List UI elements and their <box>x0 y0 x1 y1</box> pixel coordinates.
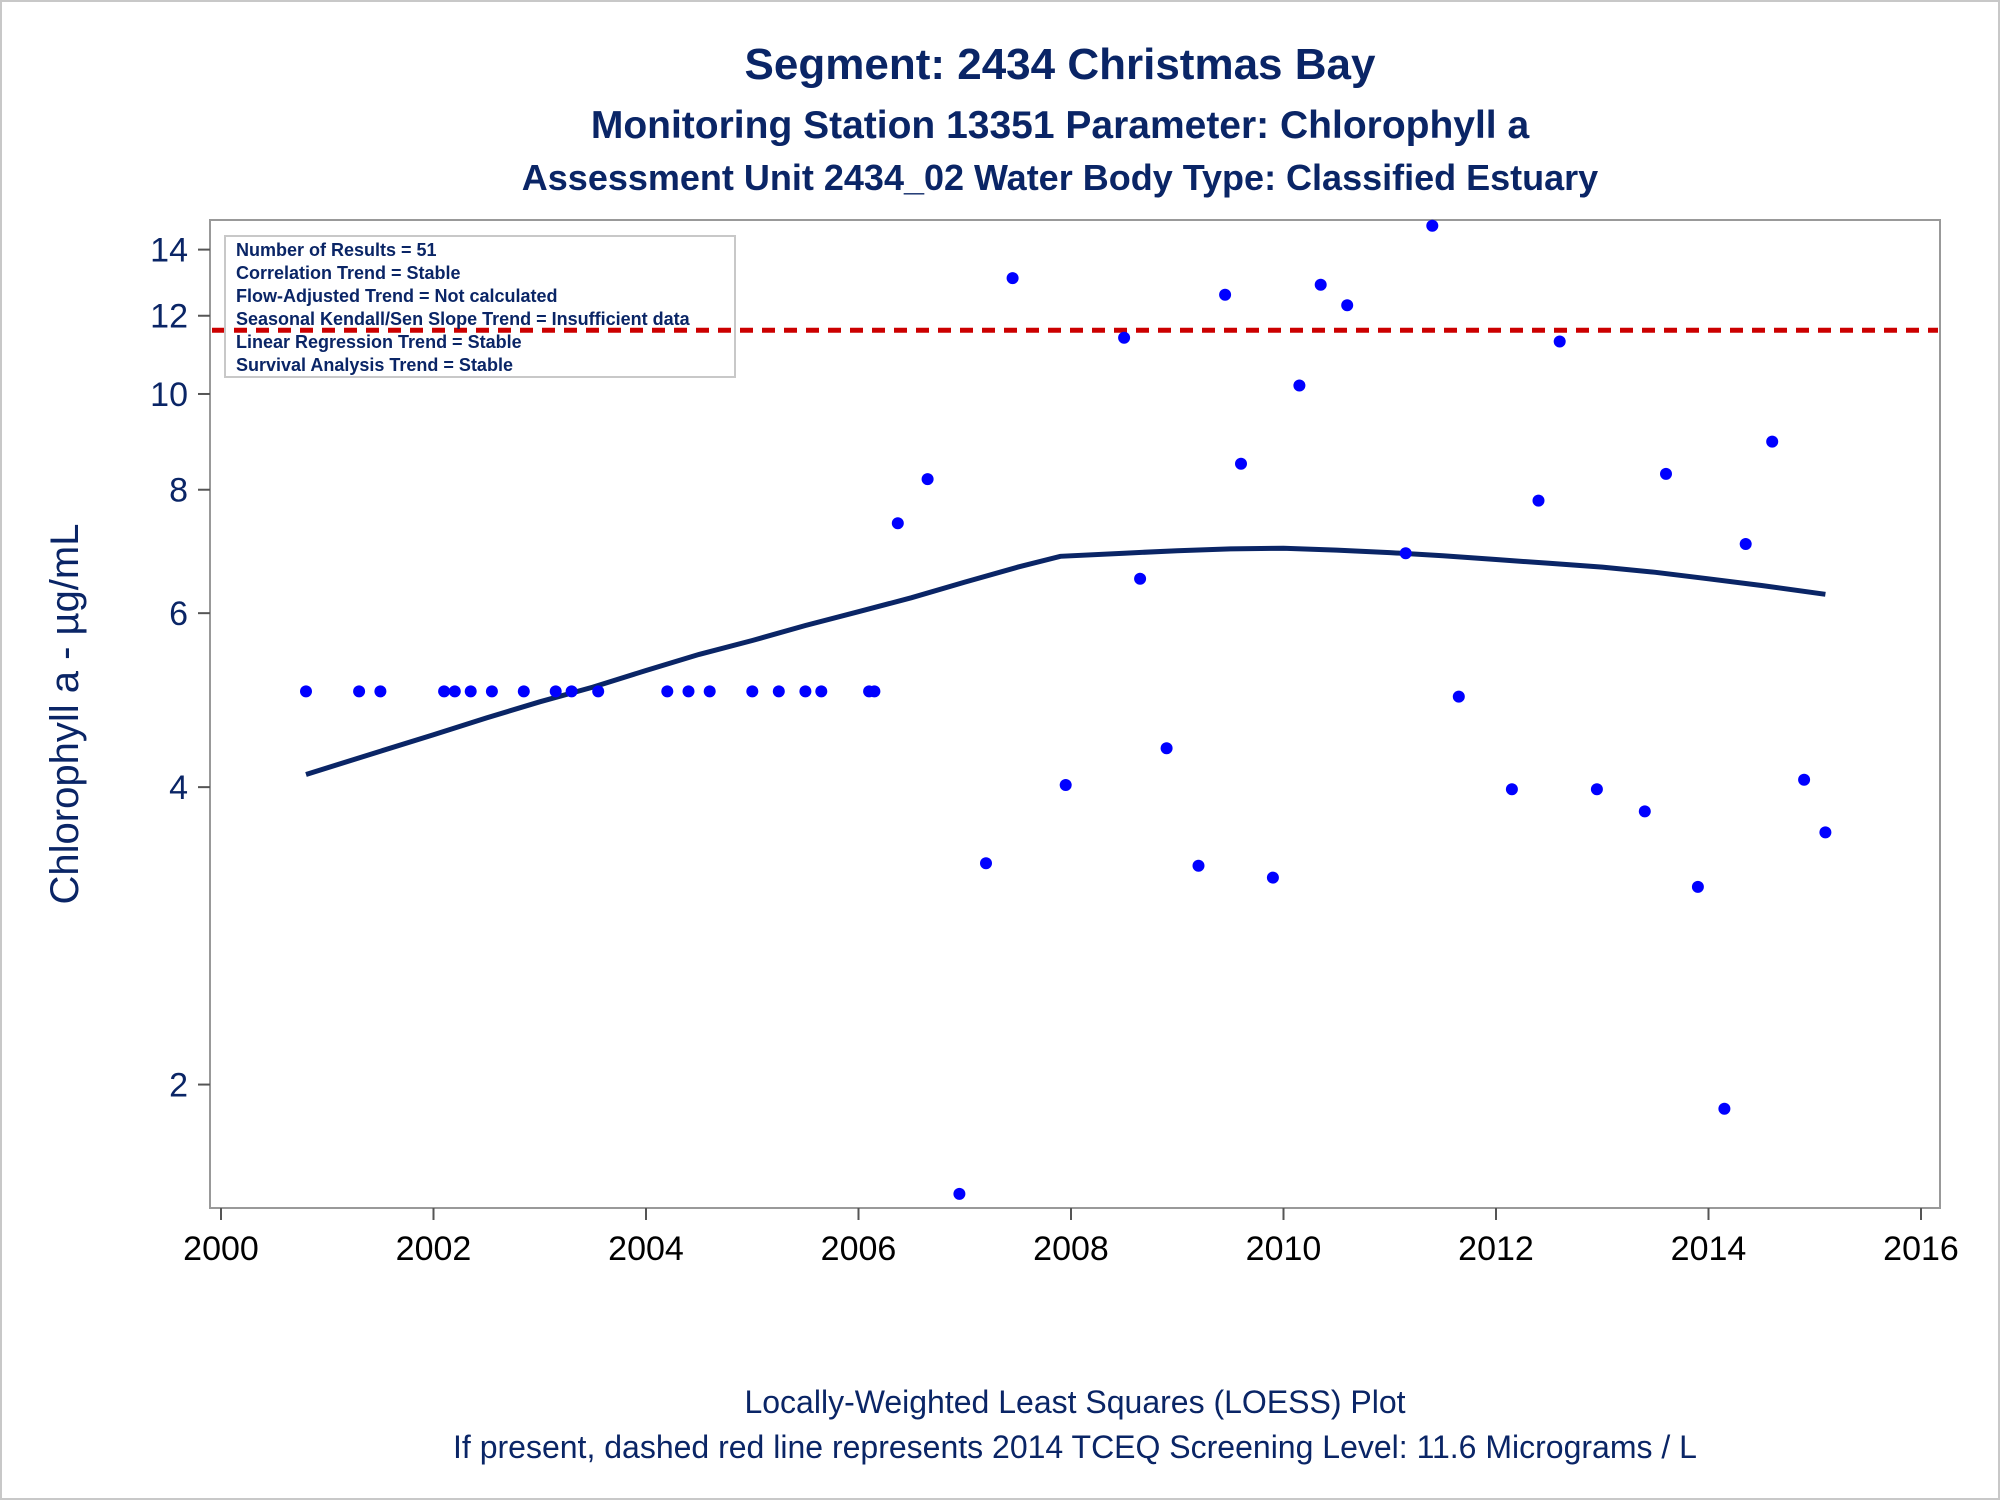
data-point <box>374 685 387 698</box>
data-point <box>565 685 578 698</box>
data-point <box>300 685 312 698</box>
data-point <box>1638 805 1651 818</box>
y-tick-label: 4 <box>169 769 188 807</box>
data-point <box>1160 742 1173 755</box>
data-point <box>1341 299 1354 312</box>
data-point <box>1314 278 1327 291</box>
stats-line-correlation: Correlation Trend = Stable <box>236 263 461 283</box>
data-point <box>1798 773 1811 786</box>
x-tick-label: 2016 <box>1883 1230 1959 1268</box>
y-tick-label: 8 <box>169 472 188 510</box>
plot-frame <box>209 219 1941 1209</box>
data-point <box>1118 331 1131 344</box>
stats-line-survival: Survival Analysis Trend = Stable <box>236 355 513 375</box>
data-point <box>353 685 366 698</box>
data-point <box>1006 272 1019 285</box>
data-point <box>1219 288 1232 301</box>
data-point <box>1059 779 1072 791</box>
chart-subtitle-2: Assessment Unit 2434_02 Water Body Type:… <box>522 157 1598 198</box>
data-point <box>1426 219 1439 232</box>
stats-line-flow-adjusted: Flow-Adjusted Trend = Not calculated <box>236 286 558 306</box>
x-tick-label: 2000 <box>183 1230 259 1268</box>
data-point <box>1452 690 1465 703</box>
data-point <box>464 685 477 698</box>
y-tick-label: 12 <box>150 298 188 336</box>
data-point <box>980 857 992 870</box>
footnote-1: Locally-Weighted Least Squares (LOESS) P… <box>744 1384 1405 1420</box>
data-point <box>1505 783 1518 796</box>
data-point <box>682 685 695 698</box>
data-point <box>448 685 461 698</box>
data-point <box>772 685 785 698</box>
data-point <box>1691 880 1704 893</box>
data-point <box>1739 538 1752 550</box>
data-point <box>1766 435 1779 448</box>
stats-box-frame <box>224 235 736 378</box>
data-point <box>592 685 605 698</box>
data-point <box>1553 335 1566 348</box>
data-point <box>703 685 716 698</box>
data-point <box>1293 379 1306 392</box>
y-tick-label: 14 <box>150 232 188 270</box>
data-point <box>1819 826 1832 839</box>
stats-line-linear-regression: Linear Regression Trend = Stable <box>236 332 522 352</box>
stats-box: Number of Results = 51 Correlation Trend… <box>224 235 736 378</box>
data-point <box>1718 1102 1731 1115</box>
footnote-2: If present, dashed red line represents 2… <box>453 1429 1697 1465</box>
data-point <box>1590 783 1603 796</box>
x-axis: 2000 2002 2004 2006 2008 2010 2012 2014 2016 <box>183 1208 1959 1268</box>
x-tick-label: 2004 <box>608 1230 684 1268</box>
data-point <box>1192 859 1205 872</box>
data-point <box>891 517 904 530</box>
data-point <box>438 685 451 698</box>
y-tick-label: 10 <box>150 376 188 414</box>
y-tick-label: 6 <box>169 595 188 633</box>
data-point <box>746 685 759 698</box>
data-point <box>517 685 530 698</box>
data-point <box>1266 871 1279 884</box>
y-tick-label: 2 <box>169 1067 188 1105</box>
data-point <box>921 473 934 486</box>
data-point <box>953 1187 966 1200</box>
data-point <box>1660 467 1672 480</box>
y-axis: 2 4 6 8 10 12 14 <box>150 232 210 1105</box>
data-point <box>485 685 498 698</box>
data-point <box>868 685 881 698</box>
chart-subtitle: Monitoring Station 13351 Parameter: Chlo… <box>591 104 1530 147</box>
stats-line-results: Number of Results = 51 <box>236 240 437 260</box>
x-tick-label: 2014 <box>1671 1230 1747 1268</box>
data-point <box>1532 494 1545 507</box>
x-tick-label: 2012 <box>1458 1230 1534 1268</box>
data-point <box>799 685 812 698</box>
data-point <box>1399 547 1412 560</box>
y-axis-title: Chlorophyll a - µg/mL <box>43 524 87 905</box>
data-point <box>1235 457 1247 470</box>
x-tick-label: 2008 <box>1033 1230 1109 1268</box>
x-tick-label: 2010 <box>1246 1230 1322 1268</box>
data-point <box>815 685 828 698</box>
data-point <box>661 685 674 698</box>
x-tick-label: 2006 <box>821 1230 897 1268</box>
data-points <box>300 219 1832 1200</box>
stats-line-seasonal-kendall: Seasonal Kendall/Sen Slope Trend = Insuf… <box>236 309 691 329</box>
data-point <box>1134 572 1147 585</box>
data-point <box>549 685 562 698</box>
chart-title: Segment: 2434 Christmas Bay <box>745 40 1376 89</box>
x-tick-label: 2002 <box>396 1230 472 1268</box>
